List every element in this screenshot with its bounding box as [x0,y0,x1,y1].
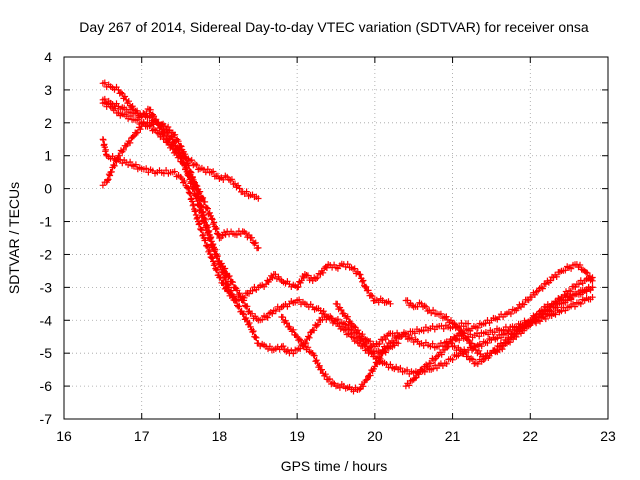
series-markers [449,274,596,368]
y-tick-label: 0 [44,181,52,197]
x-tick-label: 17 [134,428,150,444]
x-tick-labels: 16 17 18 19 20 21 22 23 [56,428,616,444]
plot-frame [63,56,609,420]
series-markers [99,136,394,307]
plot-border [63,56,609,420]
x-tick-label: 19 [289,428,305,444]
series-track-3 [99,136,394,307]
y-tick-labels: 4 3 2 1 0 -1 -2 -3 -4 -5 -6 -7 [40,49,53,427]
x-tick-label: 20 [367,428,383,444]
y-tick-label: 3 [44,82,52,98]
y-tick-label: -6 [40,378,53,394]
axis-ticks [63,56,609,420]
data-series-layer [99,79,596,395]
series-track-6 [278,313,402,395]
y-tick-label: -2 [40,246,53,262]
chart-title: Day 267 of 2014, Sidereal Day-to-day VTE… [79,19,589,35]
y-tick-label: -3 [40,279,53,295]
y-tick-label: 2 [44,115,52,131]
x-axis-label: GPS time / hours [281,458,388,474]
y-tick-label: -7 [40,411,53,427]
y-axis-label: SDTVAR / TECUs [6,182,22,294]
grid [64,57,608,419]
y-tick-label: -5 [40,345,53,361]
x-tick-label: 18 [212,428,228,444]
y-tick-label: -1 [40,214,53,230]
x-tick-label: 21 [445,428,461,444]
y-tick-label: -4 [40,312,53,328]
y-tick-label: 4 [44,49,52,65]
y-tick-label: 1 [44,148,52,164]
x-tick-label: 22 [522,428,538,444]
series-markers [278,313,402,395]
x-tick-label: 23 [600,428,616,444]
x-tick-label: 16 [56,428,72,444]
series-track-10 [449,274,596,368]
